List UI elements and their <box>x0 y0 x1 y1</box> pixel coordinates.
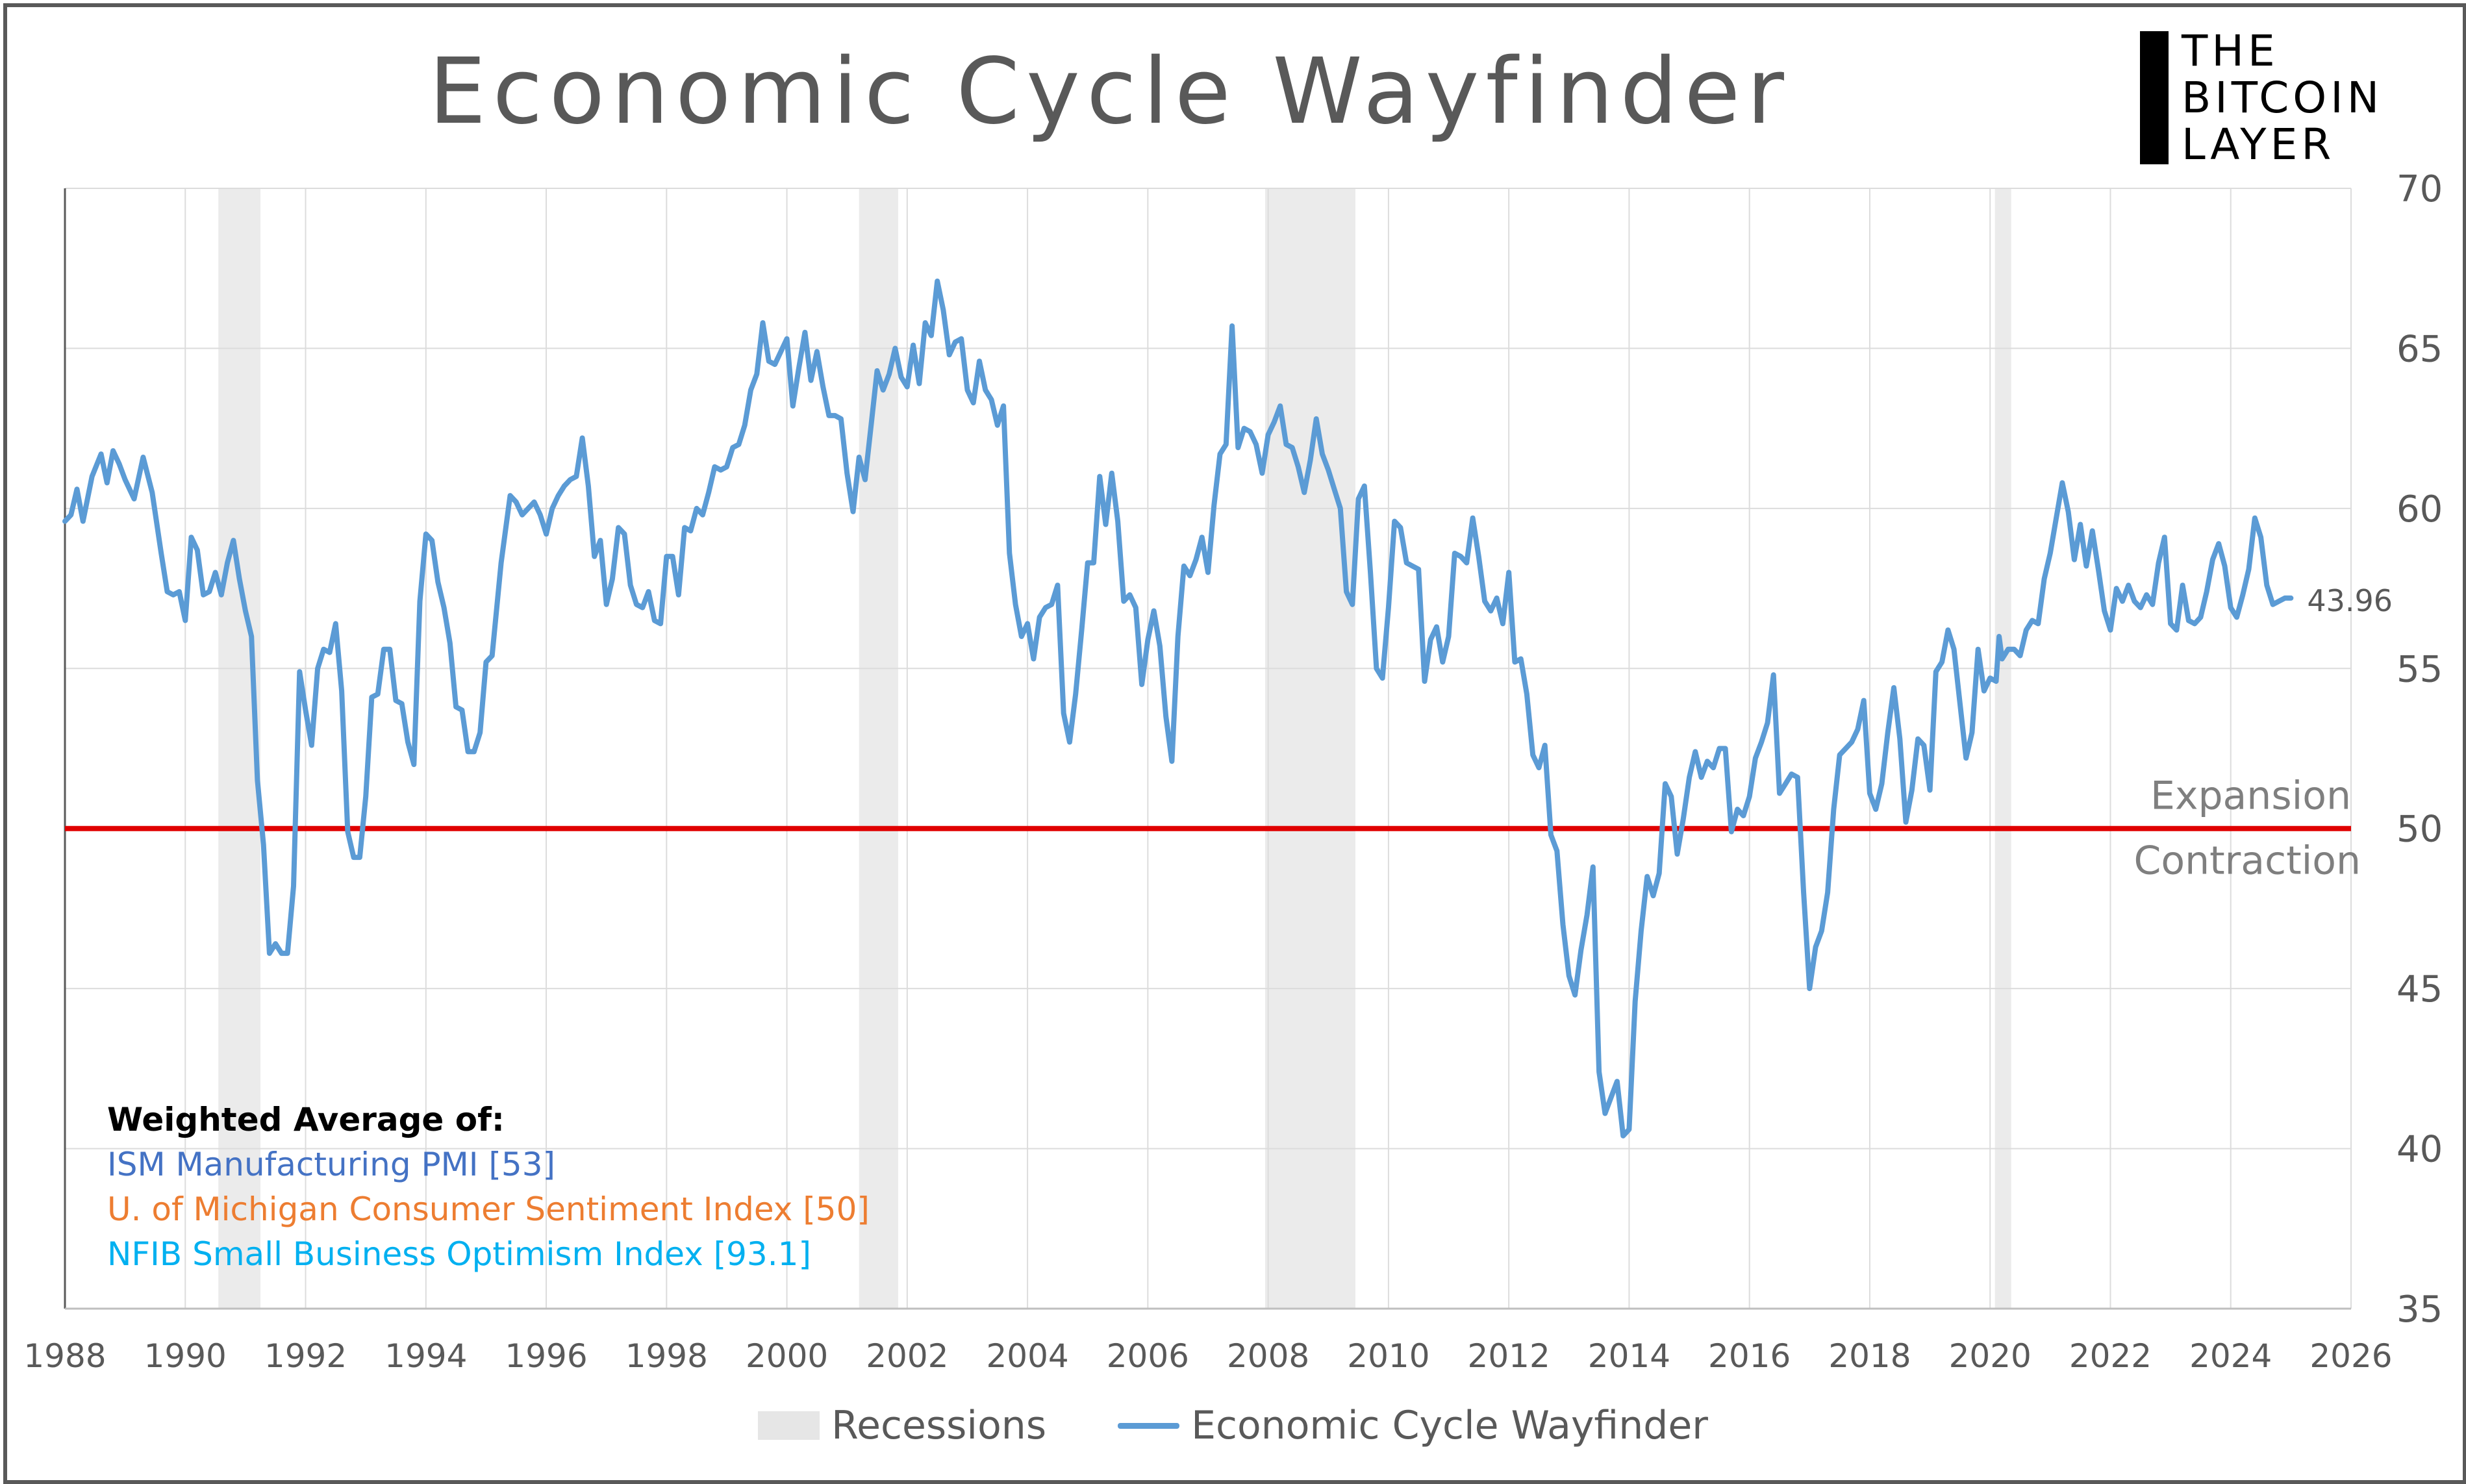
x-tick-2000: 2000 <box>746 1337 828 1375</box>
x-tick-labels: 1988 1990 1992 1994 1996 1998 2000 2002 2004 2006… <box>23 1337 2392 1375</box>
x-tick-2006: 2006 <box>1107 1337 1189 1375</box>
recession-bands <box>218 188 2011 1309</box>
x-tick-1992: 1992 <box>264 1337 347 1375</box>
x-tick-2024: 2024 <box>2189 1337 2272 1375</box>
y-tick-40: 40 <box>2397 1129 2443 1171</box>
bitcoin-layer-logo: THE BITCOIN LAYER <box>2140 26 2426 170</box>
y-tick-35: 35 <box>2397 1289 2443 1331</box>
legend: Recessions Economic Cycle Wayfinder <box>0 1403 2466 1448</box>
y-tick-70: 70 <box>2397 168 2443 210</box>
legend-item-recessions: Recessions <box>758 1403 1046 1448</box>
x-tick-2022: 2022 <box>2069 1337 2152 1375</box>
series-line-economic-cycle-wayfinder <box>62 278 2294 1138</box>
legend-label-series: Economic Cycle Wayfinder <box>1191 1403 1708 1448</box>
contraction-label: Contraction <box>2133 838 2361 884</box>
x-tick-2012: 2012 <box>1468 1337 1550 1375</box>
x-tick-2026: 2026 <box>2309 1337 2392 1375</box>
x-tick-2014: 2014 <box>1588 1337 1670 1375</box>
logo-bar <box>2140 31 2169 164</box>
x-tick-1996: 1996 <box>505 1337 587 1375</box>
x-tick-2020: 2020 <box>1949 1337 2032 1375</box>
x-tick-1994: 1994 <box>384 1337 467 1375</box>
x-tick-2016: 2016 <box>1708 1337 1791 1375</box>
expansion-label: Expansion <box>2150 773 2351 819</box>
y-tick-45: 45 <box>2397 968 2443 1011</box>
x-tick-2004: 2004 <box>986 1337 1068 1375</box>
chart-title: Economic Cycle Wayfinder <box>429 39 1791 145</box>
note-umich-sentiment: U. of Michigan Consumer Sentiment Index … <box>107 1190 870 1228</box>
y-tick-labels: 35 40 45 50 55 60 65 70 <box>2397 168 2443 1331</box>
x-tick-2018: 2018 <box>1828 1337 1911 1375</box>
note-heading: Weighted Average of: <box>107 1101 505 1138</box>
legend-item-series: Economic Cycle Wayfinder <box>1118 1403 1708 1448</box>
logo-line-3: LAYER <box>2182 119 2335 170</box>
logo-line-1: THE <box>2182 26 2279 76</box>
recession-band-3 <box>1265 188 1355 1309</box>
last-value-label: 43.96 <box>2307 583 2393 618</box>
y-tick-50: 50 <box>2397 809 2443 851</box>
x-tick-2002: 2002 <box>866 1337 948 1375</box>
recession-band-1 <box>218 188 261 1309</box>
recession-band-4 <box>1994 188 2011 1309</box>
x-tick-2008: 2008 <box>1227 1337 1309 1375</box>
series-swatch <box>1118 1422 1180 1429</box>
x-tick-2010: 2010 <box>1347 1337 1429 1375</box>
logo-line-2: BITCOIN <box>2182 73 2384 123</box>
legend-label-recessions: Recessions <box>831 1403 1047 1448</box>
y-tick-60: 60 <box>2397 488 2443 531</box>
y-tick-65: 65 <box>2397 328 2443 370</box>
x-tick-1990: 1990 <box>144 1337 227 1375</box>
x-tick-1988: 1988 <box>23 1337 106 1375</box>
recession-swatch <box>758 1411 820 1440</box>
x-tick-1998: 1998 <box>625 1337 708 1375</box>
chart-frame <box>3 3 2466 1484</box>
note-nfib-optimism: NFIB Small Business Optimism Index [93.1… <box>107 1235 811 1273</box>
note-ism-pmi: ISM Manufacturing PMI [53] <box>107 1146 556 1183</box>
y-tick-55: 55 <box>2397 648 2443 690</box>
